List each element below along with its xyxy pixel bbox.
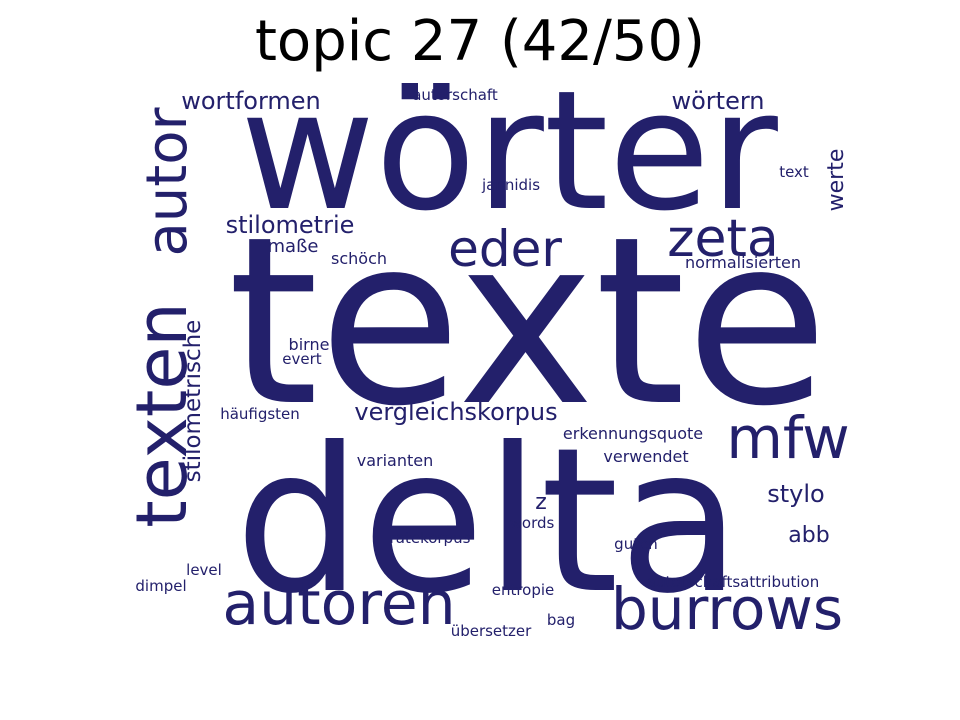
word-wörter: wörter (240, 55, 778, 247)
word-dimpel: dimpel (135, 577, 186, 595)
word-entropie: entropie (492, 581, 555, 599)
word-burrows: burrows (611, 575, 843, 643)
word-bag: bag (547, 611, 575, 629)
word-stylo: stylo (767, 480, 824, 508)
word-varianten: varianten (357, 451, 434, 470)
word-stilometrische: stilometrische (180, 320, 206, 483)
word-autor: autor (135, 107, 200, 257)
word-autorschaft: autorschaft (412, 86, 498, 104)
word-evert: evert (282, 350, 322, 368)
chart-title: topic 27 (42/50) (254, 9, 706, 74)
word-wortformen: wortformen (181, 87, 321, 115)
word-jannidis: jannidis (481, 176, 540, 194)
word-words: words (510, 514, 555, 532)
word-stilometrie: stilometrie (226, 211, 355, 239)
word-erkennungsquote: erkennungsquote (563, 424, 703, 443)
word-abb: abb (788, 523, 829, 548)
word-normalisierten: normalisierten (685, 253, 801, 272)
word-ratekorpus: ratekorpus (390, 529, 471, 547)
word-verwendet: verwendet (603, 447, 688, 466)
word-level: level (186, 561, 222, 579)
word-birne: birne (289, 335, 330, 354)
word-text: text (779, 163, 809, 181)
word-werte: werte (824, 149, 849, 212)
word-autorschaftsattribution: autorschaftsattribution (647, 573, 819, 591)
word-mfw: mfw (726, 404, 849, 472)
word-häufigsten: häufigsten (220, 405, 300, 423)
word-texte: texte (228, 187, 829, 457)
word-übersetzer: übersetzer (451, 622, 532, 640)
word-wörtern: wörtern (671, 87, 764, 115)
word-maße: maße (268, 236, 319, 257)
word-autoren: autoren (222, 569, 455, 639)
word-schöch: schöch (331, 249, 387, 268)
word-texten: texten (121, 302, 203, 528)
word-guten: guten (614, 535, 658, 553)
word-delta: delta (235, 405, 742, 638)
word-zeta: zeta (667, 209, 779, 269)
word-z: z (535, 490, 547, 515)
word-vergleichskorpus: vergleichskorpus (354, 398, 557, 426)
word-eder: eder (448, 220, 562, 278)
